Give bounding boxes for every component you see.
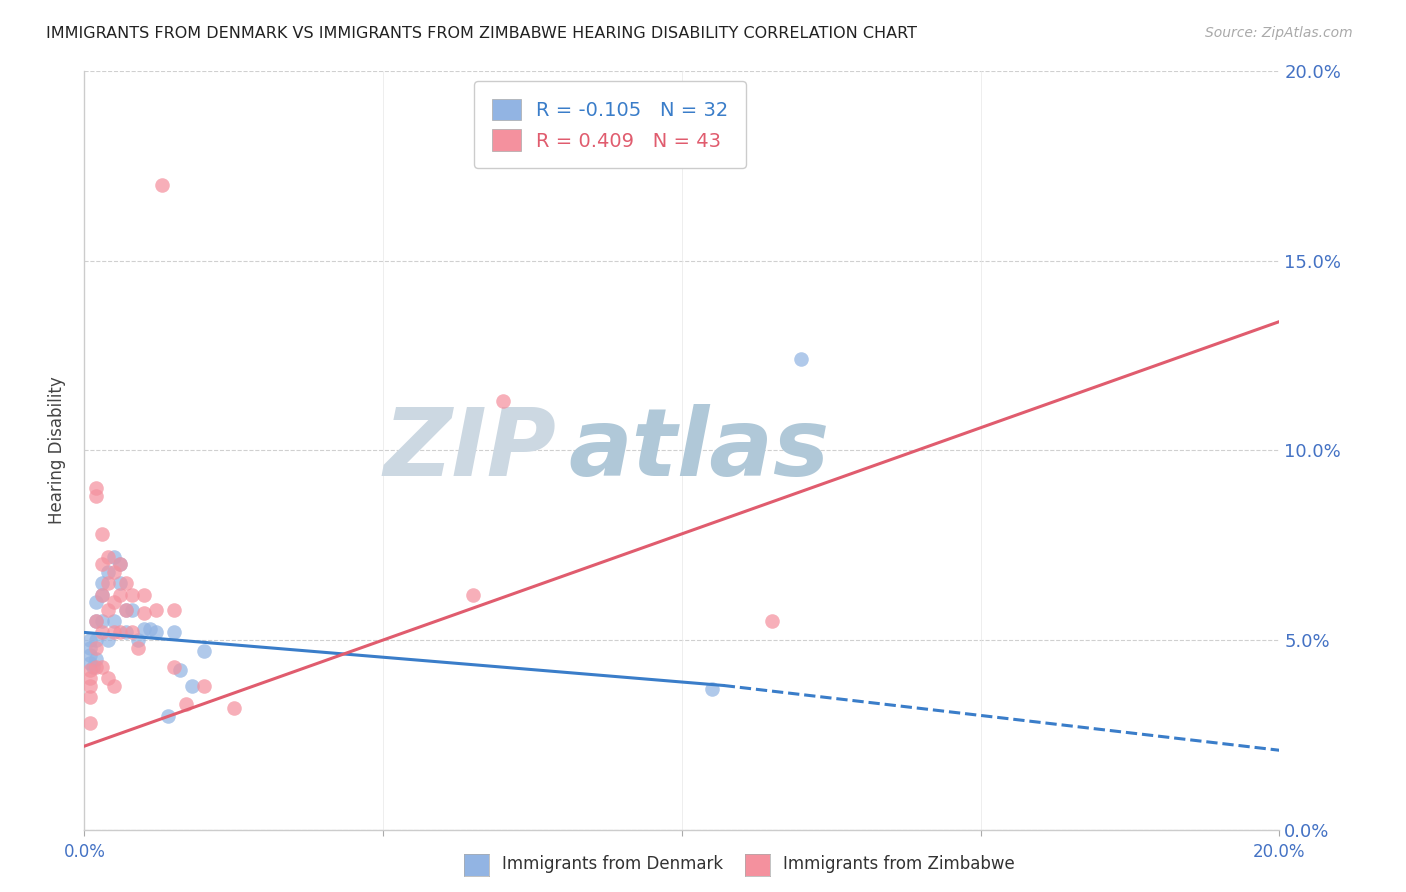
Point	[86, 614, 108, 628]
Point	[79, 671, 101, 685]
Text: ZIP: ZIP	[384, 404, 557, 497]
Point	[86, 633, 108, 648]
Point	[97, 576, 120, 591]
Point	[103, 549, 125, 564]
Point	[97, 671, 120, 685]
Point	[110, 557, 132, 572]
Point	[79, 690, 101, 704]
Point	[91, 526, 114, 541]
Point	[97, 549, 120, 564]
Point	[110, 557, 132, 572]
Point	[127, 633, 149, 648]
Point	[79, 656, 101, 670]
Text: atlas: atlas	[568, 404, 830, 497]
Point	[115, 603, 138, 617]
Point	[127, 640, 149, 655]
Point	[163, 603, 186, 617]
Point	[174, 698, 197, 712]
Point	[163, 625, 186, 640]
Point	[181, 679, 204, 693]
Point	[169, 664, 191, 678]
Point	[79, 648, 101, 662]
Point	[91, 576, 114, 591]
Point	[193, 679, 215, 693]
Point	[700, 682, 723, 697]
Point	[115, 625, 138, 640]
Text: Source: ZipAtlas.com: Source: ZipAtlas.com	[1205, 26, 1353, 40]
Point	[103, 625, 125, 640]
Point	[110, 625, 132, 640]
Y-axis label: Hearing Disability: Hearing Disability	[48, 376, 66, 524]
Point	[115, 576, 138, 591]
Point	[91, 557, 114, 572]
Point	[139, 622, 162, 636]
Point	[86, 640, 108, 655]
Text: Immigrants from Zimbabwe: Immigrants from Zimbabwe	[783, 855, 1015, 873]
Point	[103, 595, 125, 609]
Point	[103, 565, 125, 579]
Point	[79, 679, 101, 693]
Point	[163, 659, 186, 673]
Point	[121, 625, 143, 640]
Point	[86, 614, 108, 628]
Point	[110, 576, 132, 591]
Point	[145, 603, 167, 617]
Point	[86, 482, 108, 496]
Point	[150, 178, 173, 193]
Point	[86, 489, 108, 503]
Point	[91, 614, 114, 628]
Point	[761, 614, 783, 628]
Text: 0.0%: 0.0%	[63, 843, 105, 861]
Point	[91, 659, 114, 673]
Point	[222, 701, 245, 715]
Point	[132, 622, 156, 636]
Point	[790, 352, 813, 367]
Point	[91, 588, 114, 602]
Point	[79, 664, 101, 678]
Point	[145, 625, 167, 640]
Text: IMMIGRANTS FROM DENMARK VS IMMIGRANTS FROM ZIMBABWE HEARING DISABILITY CORRELATI: IMMIGRANTS FROM DENMARK VS IMMIGRANTS FR…	[46, 26, 917, 41]
Point	[157, 708, 180, 723]
Point	[91, 588, 114, 602]
Point	[121, 588, 143, 602]
Point	[97, 603, 120, 617]
Point	[121, 603, 143, 617]
Point	[86, 652, 108, 666]
Point	[79, 716, 101, 731]
Point	[115, 603, 138, 617]
Point	[86, 659, 108, 673]
Point	[97, 565, 120, 579]
Point	[132, 588, 156, 602]
Point	[110, 588, 132, 602]
Point	[79, 633, 101, 648]
Point	[103, 679, 125, 693]
Point	[97, 633, 120, 648]
Point	[86, 595, 108, 609]
Point	[79, 640, 101, 655]
Point	[132, 607, 156, 621]
Point	[461, 588, 484, 602]
Point	[103, 614, 125, 628]
Point	[492, 394, 515, 409]
Point	[193, 644, 215, 658]
Legend: R = -0.105   N = 32, R = 0.409   N = 43: R = -0.105 N = 32, R = 0.409 N = 43	[474, 81, 747, 169]
Text: 20.0%: 20.0%	[1253, 843, 1306, 861]
Point	[82, 659, 104, 673]
Text: Immigrants from Denmark: Immigrants from Denmark	[502, 855, 723, 873]
Point	[91, 625, 114, 640]
